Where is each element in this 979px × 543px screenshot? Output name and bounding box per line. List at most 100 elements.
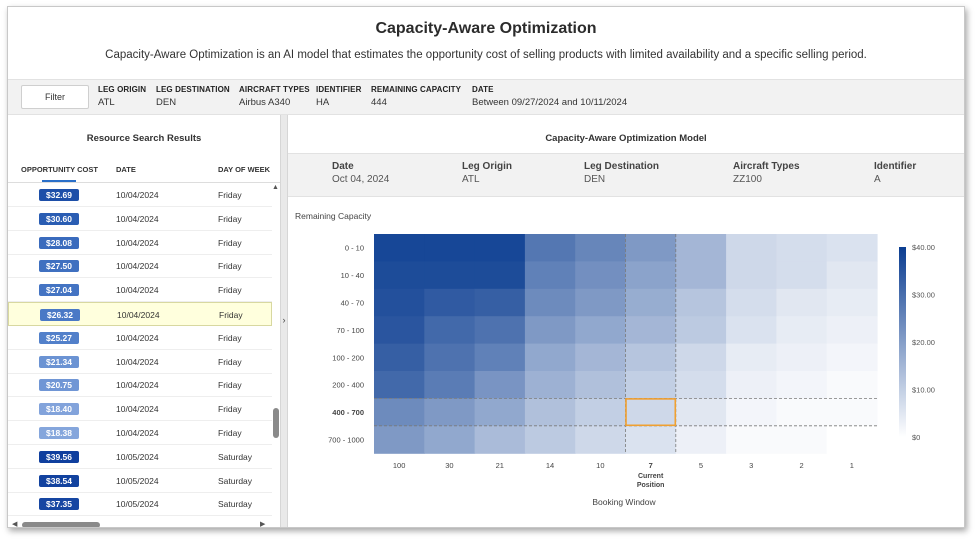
column-date[interactable]: DATE — [116, 165, 136, 174]
column-opportunity-cost[interactable]: OPPORTUNITY COST — [21, 165, 98, 174]
scroll-left-icon[interactable]: ◀ — [12, 521, 18, 528]
heatmap-cell[interactable] — [424, 398, 476, 427]
heatmap-cell[interactable] — [625, 371, 677, 399]
heatmap-cell[interactable] — [826, 234, 878, 262]
heatmap-cell[interactable] — [374, 316, 425, 345]
heatmap-cell[interactable] — [675, 425, 727, 454]
heatmap-cell[interactable] — [575, 261, 627, 290]
heatmap-cell[interactable] — [826, 261, 878, 290]
heatmap-cell[interactable] — [575, 398, 627, 427]
heatmap-cell[interactable] — [675, 234, 727, 262]
heatmap-cell[interactable] — [776, 371, 828, 399]
heatmap-cell[interactable] — [374, 234, 425, 262]
heatmap-cell[interactable] — [474, 316, 526, 345]
heatmap-cell[interactable] — [826, 371, 878, 399]
table-row[interactable]: $37.35 10/05/2024 Saturday — [8, 492, 272, 517]
filter-button[interactable]: Filter — [21, 85, 89, 109]
heatmap-cell[interactable] — [776, 316, 828, 345]
scroll-right-icon[interactable]: ▶ — [260, 521, 266, 528]
heatmap-cell[interactable] — [474, 288, 526, 317]
heatmap-cell[interactable] — [374, 261, 425, 290]
heatmap-cell[interactable] — [675, 398, 727, 427]
heatmap-cell[interactable] — [524, 398, 576, 427]
heatmap-cell[interactable] — [424, 316, 476, 345]
scroll-up-icon[interactable]: ▲ — [272, 184, 279, 191]
heatmap-cell[interactable] — [776, 398, 828, 427]
heatmap-cell[interactable] — [776, 234, 828, 262]
heatmap-cell[interactable] — [675, 343, 727, 372]
heatmap-cell[interactable] — [625, 398, 677, 427]
vertical-scrollbar[interactable]: ▲ — [272, 183, 280, 527]
heatmap-cell[interactable] — [726, 398, 777, 427]
heatmap-cell[interactable] — [474, 343, 526, 372]
heatmap-cell[interactable] — [675, 371, 727, 399]
heatmap-cell[interactable] — [424, 288, 476, 317]
heatmap-cell[interactable] — [575, 234, 627, 262]
table-row[interactable]: $20.75 10/04/2024 Friday — [8, 373, 272, 398]
table-row[interactable]: $38.54 10/05/2024 Saturday — [8, 469, 272, 493]
heatmap-cell[interactable] — [474, 261, 526, 290]
heatmap-cell[interactable] — [726, 234, 777, 262]
heatmap-cell[interactable] — [776, 261, 828, 290]
heatmap-cell[interactable] — [826, 398, 878, 427]
heatmap-cell[interactable] — [726, 371, 777, 399]
scroll-thumb[interactable] — [273, 408, 279, 438]
heatmap-cell[interactable] — [776, 288, 828, 317]
heatmap-cell[interactable] — [524, 343, 576, 372]
table-row[interactable]: $30.60 10/04/2024 Friday — [8, 207, 272, 231]
heatmap-cell[interactable] — [675, 288, 727, 317]
heatmap-cell[interactable] — [474, 234, 526, 262]
heatmap-cell[interactable] — [826, 316, 878, 345]
table-row[interactable]: $18.40 10/04/2024 Friday — [8, 397, 272, 422]
heatmap-cell[interactable] — [575, 316, 627, 345]
heatmap-cell[interactable] — [524, 261, 576, 290]
heatmap-cell[interactable] — [575, 371, 627, 399]
heatmap-cell[interactable] — [625, 261, 677, 290]
heatmap-cell[interactable] — [474, 425, 526, 454]
current-position-marker[interactable] — [625, 398, 677, 427]
table-row[interactable]: $26.32 10/04/2024 Friday — [8, 302, 272, 326]
heatmap-cell[interactable] — [474, 371, 526, 399]
heatmap-cell[interactable] — [524, 371, 576, 399]
heatmap-cell[interactable] — [675, 316, 727, 345]
heatmap-cell[interactable] — [776, 343, 828, 372]
heatmap-cell[interactable] — [524, 316, 576, 345]
heatmap-cell[interactable] — [776, 425, 828, 454]
heatmap-cell[interactable] — [726, 261, 777, 290]
table-row[interactable]: $27.04 10/04/2024 Friday — [8, 278, 272, 303]
heatmap-cell[interactable] — [726, 343, 777, 372]
heatmap-cell[interactable] — [424, 234, 476, 262]
heatmap-cell[interactable] — [374, 371, 425, 399]
heatmap-cell[interactable] — [374, 288, 425, 317]
table-row[interactable]: $21.34 10/04/2024 Friday — [8, 350, 272, 374]
heatmap-cell[interactable] — [524, 288, 576, 317]
heatmap-cell[interactable] — [575, 288, 627, 317]
heatmap-cell[interactable] — [424, 425, 476, 454]
heatmap-cell[interactable] — [424, 371, 476, 399]
heatmap-cell[interactable] — [524, 234, 576, 262]
heatmap-cell[interactable] — [625, 288, 677, 317]
table-row[interactable]: $28.08 10/04/2024 Friday — [8, 231, 272, 255]
heatmap-cell[interactable] — [726, 288, 777, 317]
heatmap-cell[interactable] — [524, 425, 576, 454]
heatmap-cell[interactable] — [826, 288, 878, 317]
chevron-right-icon[interactable]: › — [282, 315, 286, 325]
heatmap-cell[interactable] — [575, 343, 627, 372]
column-day-of-week[interactable]: DAY OF WEEK — [218, 165, 271, 174]
table-row[interactable]: $39.56 10/05/2024 Saturday — [8, 445, 272, 469]
panel-splitter[interactable]: › — [280, 115, 288, 527]
heatmap-cell[interactable] — [675, 261, 727, 290]
heatmap-cell[interactable] — [826, 425, 878, 454]
heatmap-cell[interactable] — [625, 343, 677, 372]
heatmap-cell[interactable] — [625, 316, 677, 345]
heatmap-cell[interactable] — [374, 425, 425, 454]
heatmap-cell[interactable] — [575, 425, 627, 454]
heatmap-cell[interactable] — [424, 261, 476, 290]
heatmap-cell[interactable] — [625, 425, 677, 454]
heatmap-cell[interactable] — [374, 343, 425, 372]
scroll-thumb[interactable] — [22, 522, 100, 527]
table-row[interactable]: $18.38 10/04/2024 Friday — [8, 421, 272, 445]
table-row[interactable]: $25.27 10/04/2024 Friday — [8, 326, 272, 350]
heatmap-cell[interactable] — [474, 398, 526, 427]
heatmap-cell[interactable] — [726, 425, 777, 454]
